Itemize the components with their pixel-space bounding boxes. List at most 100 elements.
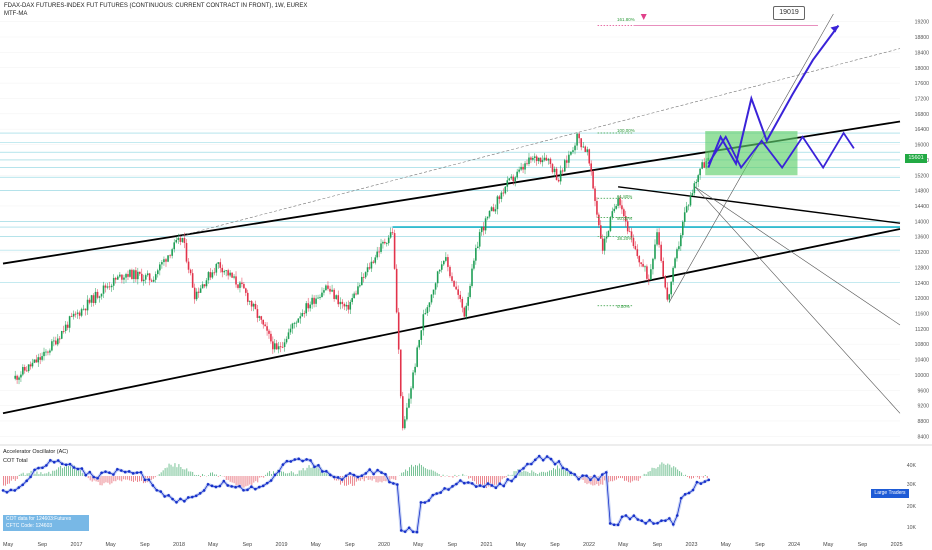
candle-body bbox=[27, 364, 30, 372]
x-tick-label: 2025 bbox=[891, 542, 903, 548]
cot-point bbox=[41, 466, 44, 470]
cot-point bbox=[100, 471, 103, 475]
ac-bar bbox=[509, 475, 511, 476]
ac-bar bbox=[422, 466, 424, 476]
ac-bar bbox=[229, 476, 231, 482]
ac-bar bbox=[127, 476, 129, 480]
candle-body bbox=[368, 267, 371, 269]
ac-bar bbox=[351, 476, 353, 486]
ac-bar bbox=[359, 476, 361, 481]
ac-bar bbox=[286, 473, 288, 476]
candle-body bbox=[605, 236, 608, 239]
candle-body bbox=[262, 319, 265, 325]
candle-body bbox=[414, 366, 416, 373]
candle-body bbox=[404, 419, 406, 429]
cot-point bbox=[604, 471, 608, 474]
candle-body bbox=[327, 285, 329, 289]
candle-body bbox=[453, 280, 455, 287]
ac-bar bbox=[60, 465, 62, 476]
candle-body bbox=[406, 407, 408, 420]
candle-body bbox=[691, 193, 694, 196]
candle-body bbox=[636, 249, 639, 257]
ac-bar bbox=[468, 476, 470, 479]
ac-bar bbox=[73, 465, 75, 476]
cot-point bbox=[470, 482, 474, 485]
cot-point bbox=[238, 484, 241, 488]
ac-bar bbox=[117, 476, 119, 480]
ac-bar bbox=[310, 467, 312, 476]
candle-body bbox=[366, 267, 369, 273]
ac-bar bbox=[594, 476, 596, 486]
candle-body bbox=[291, 323, 294, 329]
ac-label: Accelerator Oscillator (AC) bbox=[3, 449, 69, 455]
panel-tick-label: 10K bbox=[907, 525, 917, 531]
cot-point bbox=[37, 466, 40, 470]
ac-bar bbox=[68, 465, 69, 476]
candle-body bbox=[237, 284, 239, 288]
cot-point bbox=[317, 464, 320, 467]
panel-tick-label: 20K bbox=[907, 504, 917, 510]
candle-body bbox=[572, 150, 574, 152]
y-tick-label: 16400 bbox=[915, 127, 930, 133]
ac-bar bbox=[241, 476, 243, 488]
cot-point bbox=[269, 479, 273, 482]
candle-body bbox=[428, 302, 431, 308]
ac-bar bbox=[34, 473, 36, 476]
ac-bar bbox=[150, 476, 152, 480]
candle-body bbox=[561, 170, 564, 172]
candle-body bbox=[387, 237, 390, 244]
candle-body bbox=[313, 297, 315, 304]
ac-bar bbox=[269, 471, 271, 476]
candle-body bbox=[395, 268, 398, 313]
ac-bar bbox=[691, 476, 692, 479]
ac-bar bbox=[176, 467, 178, 476]
ac-bar bbox=[618, 476, 619, 479]
fib-label-100: 100.00% bbox=[617, 128, 635, 133]
projection-arrow bbox=[830, 25, 839, 33]
ac-bar bbox=[70, 464, 71, 476]
cot-point bbox=[135, 471, 139, 474]
candle-body bbox=[402, 396, 404, 429]
ac-bar bbox=[643, 473, 645, 476]
x-tick-label: Sep bbox=[448, 542, 458, 548]
candle-body bbox=[445, 257, 447, 261]
candle-body bbox=[522, 166, 524, 170]
ac-bar bbox=[482, 476, 483, 487]
candle-body bbox=[64, 324, 67, 332]
cot-point bbox=[486, 482, 490, 485]
cot-point bbox=[514, 475, 517, 479]
ac-bar bbox=[135, 476, 136, 481]
ac-bar bbox=[259, 476, 261, 478]
ac-bar bbox=[261, 476, 263, 478]
ac-bar bbox=[564, 468, 566, 476]
channel-dashed bbox=[177, 48, 901, 237]
candle-body bbox=[201, 284, 204, 289]
candle-body bbox=[648, 278, 650, 280]
candle-body bbox=[357, 286, 359, 295]
candle-body bbox=[626, 221, 629, 232]
ac-bar bbox=[379, 476, 381, 482]
cot-point bbox=[372, 472, 375, 476]
cot-point bbox=[64, 463, 68, 467]
cot-point bbox=[348, 472, 352, 475]
candle-body bbox=[504, 186, 507, 194]
cot-info-line2: CFTC Code: 124603 bbox=[6, 523, 53, 529]
ac-bar bbox=[519, 471, 521, 476]
candle-body bbox=[584, 146, 587, 152]
ac-bar bbox=[284, 473, 286, 476]
ac-bar bbox=[446, 475, 448, 476]
ac-bar bbox=[403, 472, 405, 476]
candle-body bbox=[478, 232, 481, 247]
ac-bar bbox=[706, 476, 708, 479]
ac-bar bbox=[36, 471, 38, 476]
fib-label-0: 0.00% bbox=[617, 304, 630, 309]
ac-bar bbox=[40, 472, 42, 476]
candle-body bbox=[337, 295, 340, 305]
candle-body bbox=[229, 272, 231, 276]
candle-body bbox=[654, 244, 656, 259]
candle-body bbox=[467, 296, 469, 306]
ac-bar bbox=[645, 474, 647, 476]
ac-bar bbox=[679, 471, 681, 476]
candle-body bbox=[197, 291, 200, 293]
cot-point bbox=[498, 482, 502, 486]
